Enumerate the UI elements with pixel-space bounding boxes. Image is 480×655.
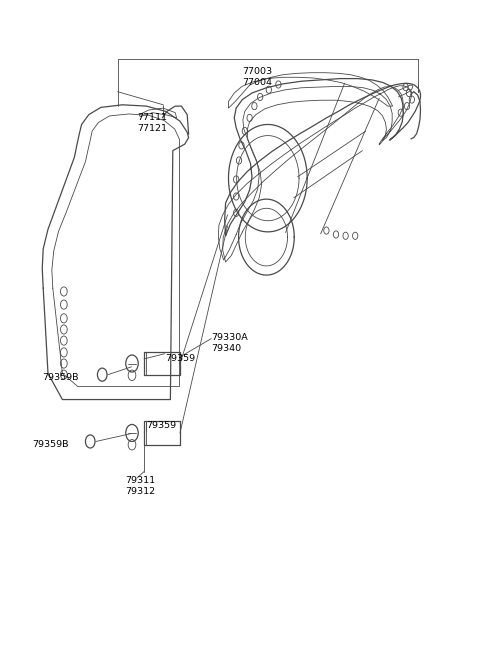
Text: 79330A
79340: 79330A 79340 xyxy=(211,333,248,353)
Text: 77003
77004: 77003 77004 xyxy=(242,67,273,87)
Text: 79359: 79359 xyxy=(166,354,196,364)
Text: 79359B: 79359B xyxy=(33,440,69,449)
Text: 79359: 79359 xyxy=(146,421,177,430)
Text: 77111
77121: 77111 77121 xyxy=(137,113,167,133)
Text: 79311
79312: 79311 79312 xyxy=(125,476,155,496)
Text: 79359B: 79359B xyxy=(42,373,79,383)
